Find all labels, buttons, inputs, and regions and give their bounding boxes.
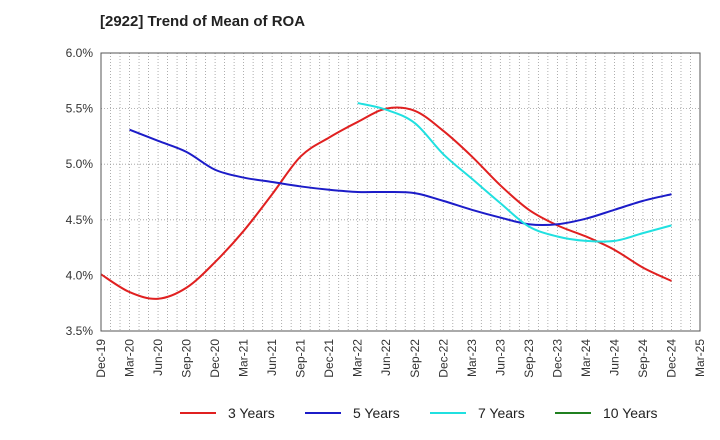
legend-swatch <box>180 412 216 414</box>
y-tick-label: 5.0% <box>66 157 94 171</box>
y-tick-label: 4.0% <box>66 268 94 282</box>
x-tick-label: Jun-20 <box>151 339 165 376</box>
x-tick-label: Sep-20 <box>180 339 194 378</box>
x-tick-label: Dec-24 <box>664 339 678 378</box>
x-tick-label: Sep-24 <box>636 339 650 378</box>
x-tick-label: Sep-21 <box>294 339 308 378</box>
legend-swatch <box>305 412 341 414</box>
series-line-5-years <box>129 128 672 227</box>
legend-swatch <box>555 412 591 414</box>
legend-item-10-years: 10 Years <box>555 405 680 421</box>
legend-label: 10 Years <box>603 405 658 421</box>
y-tick-label: 5.5% <box>66 102 94 116</box>
x-tick-label: Dec-19 <box>94 339 108 378</box>
legend-swatch <box>430 412 466 414</box>
series-line-3-years <box>100 106 672 300</box>
x-tick-label: Sep-23 <box>522 339 536 378</box>
x-tick-label: Dec-22 <box>436 339 450 378</box>
x-tick-label: Jun-24 <box>607 339 621 376</box>
legend-item-3-years: 3 Years <box>180 405 305 421</box>
legend-label: 5 Years <box>353 405 400 421</box>
x-axis-ticks: Dec-19 Mar-20 Jun-20 Sep-20 Dec-20 Mar-21 Jun-… <box>94 339 707 378</box>
series-lines <box>100 102 672 300</box>
x-tick-label: Jun-21 <box>265 339 279 376</box>
x-tick-label: Dec-23 <box>550 339 564 378</box>
x-tick-label: Mar-20 <box>123 339 137 377</box>
x-tick-label: Jun-23 <box>493 339 507 376</box>
x-tick-label: Jun-22 <box>379 339 393 376</box>
x-tick-label: Sep-22 <box>408 339 422 378</box>
legend: 3 Years 5 Years 7 Years 10 Years <box>180 405 680 421</box>
legend-label: 7 Years <box>478 405 525 421</box>
y-tick-label: 4.5% <box>66 213 94 227</box>
x-tick-label: Dec-20 <box>208 339 222 378</box>
y-tick-label: 6.0% <box>66 46 94 60</box>
y-axis-ticks: 3.5% 4.0% 4.5% 5.0% 5.5% 6.0% <box>66 46 94 338</box>
x-tick-label: Mar-25 <box>693 339 707 377</box>
x-tick-label: Mar-24 <box>579 339 593 377</box>
x-tick-label: Dec-21 <box>322 339 336 378</box>
plot-frame <box>100 52 701 332</box>
y-tick-label: 3.5% <box>66 324 94 338</box>
legend-label: 3 Years <box>228 405 275 421</box>
legend-item-7-years: 7 Years <box>430 405 555 421</box>
series-line-7-years <box>357 102 672 243</box>
legend-item-5-years: 5 Years <box>305 405 430 421</box>
x-tick-label: Mar-22 <box>351 339 365 377</box>
chart-title: [2922] Trend of Mean of ROA <box>100 13 306 30</box>
x-tick-label: Mar-21 <box>237 339 251 377</box>
x-tick-label: Mar-23 <box>465 339 479 377</box>
